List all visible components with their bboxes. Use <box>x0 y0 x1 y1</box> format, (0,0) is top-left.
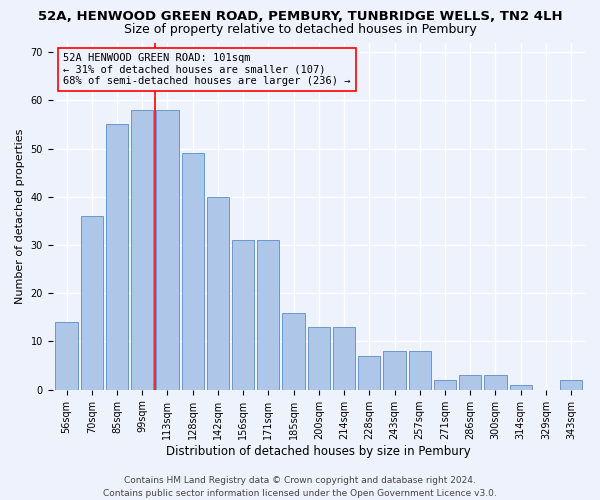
Text: Contains HM Land Registry data © Crown copyright and database right 2024.
Contai: Contains HM Land Registry data © Crown c… <box>103 476 497 498</box>
Bar <box>257 240 280 390</box>
Bar <box>182 154 204 390</box>
Bar <box>484 376 506 390</box>
Bar <box>358 356 380 390</box>
Bar <box>55 322 77 390</box>
Bar <box>232 240 254 390</box>
Bar <box>383 351 406 390</box>
Bar <box>80 216 103 390</box>
Bar <box>308 327 330 390</box>
Bar <box>207 197 229 390</box>
Bar <box>106 124 128 390</box>
X-axis label: Distribution of detached houses by size in Pembury: Distribution of detached houses by size … <box>166 444 471 458</box>
Bar <box>560 380 582 390</box>
Bar <box>509 385 532 390</box>
Text: Size of property relative to detached houses in Pembury: Size of property relative to detached ho… <box>124 22 476 36</box>
Y-axis label: Number of detached properties: Number of detached properties <box>15 128 25 304</box>
Bar <box>157 110 179 390</box>
Text: 52A, HENWOOD GREEN ROAD, PEMBURY, TUNBRIDGE WELLS, TN2 4LH: 52A, HENWOOD GREEN ROAD, PEMBURY, TUNBRI… <box>38 10 562 23</box>
Bar <box>333 327 355 390</box>
Bar <box>409 351 431 390</box>
Bar <box>131 110 154 390</box>
Bar <box>459 376 481 390</box>
Bar <box>434 380 456 390</box>
Text: 52A HENWOOD GREEN ROAD: 101sqm
← 31% of detached houses are smaller (107)
68% of: 52A HENWOOD GREEN ROAD: 101sqm ← 31% of … <box>63 53 351 86</box>
Bar <box>283 312 305 390</box>
